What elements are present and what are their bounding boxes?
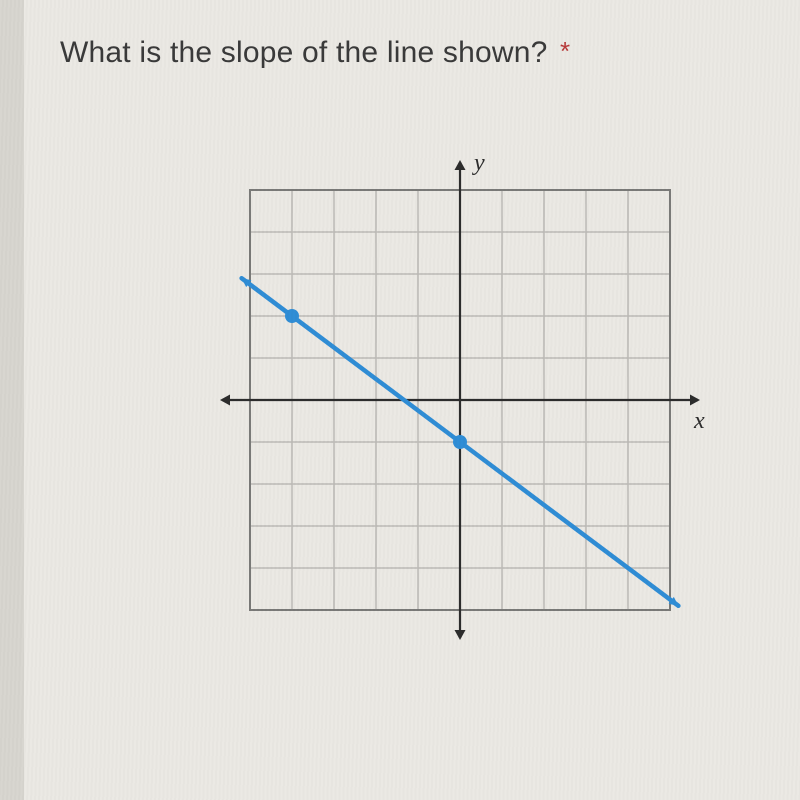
x-axis-label: x [693, 408, 705, 434]
question-text: What is the slope of the line shown? * [60, 36, 760, 70]
graph-svg: yx [200, 140, 720, 680]
data-point [285, 309, 299, 323]
question-prompt: What is the slope of the line shown? [60, 36, 547, 69]
left-margin-strip [0, 0, 24, 800]
y-axis-label: y [472, 150, 485, 176]
required-asterisk: * [560, 36, 570, 66]
coordinate-graph: yx [200, 140, 720, 660]
data-point [453, 435, 467, 449]
